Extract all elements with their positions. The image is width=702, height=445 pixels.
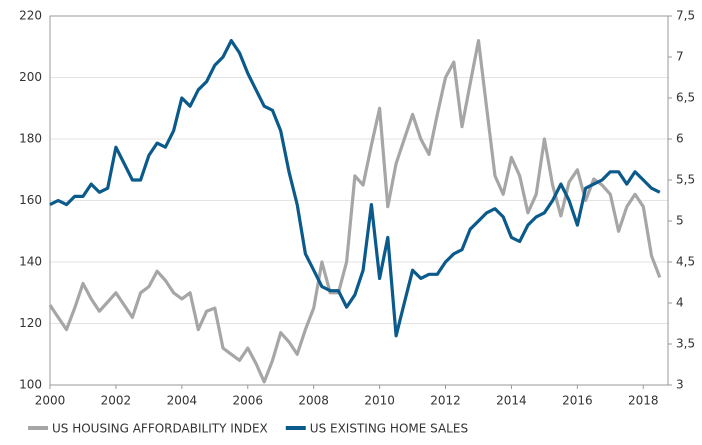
x-tick-label: 2016	[562, 394, 593, 408]
y2-tick-label: 4,5	[676, 255, 695, 269]
x-tick-label: 2004	[167, 394, 198, 408]
y-tick-label: 140	[19, 255, 42, 269]
x-tick-label: 2002	[101, 394, 132, 408]
y2-tick-label: 5	[676, 214, 684, 228]
y2-tick-label: 3	[676, 378, 684, 392]
y2-tick-label: 7	[676, 50, 684, 64]
y-tick-label: 220	[19, 9, 42, 23]
y2-tick-label: 3,5	[676, 337, 695, 351]
x-tick-label: 2012	[430, 394, 461, 408]
x-tick-label: 2010	[364, 394, 395, 408]
y-tick-label: 200	[19, 70, 42, 84]
plot-frame	[49, 15, 669, 386]
x-tick-label: 2018	[628, 394, 659, 408]
y-tick-label: 180	[19, 132, 42, 146]
x-tick-label: 2008	[298, 394, 329, 408]
y-tick-label: 120	[19, 316, 42, 330]
y2-tick-label: 7,5	[676, 9, 695, 23]
legend-label: US HOUSING AFFORDABILITY INDEX	[52, 422, 268, 436]
series-line	[48, 39, 662, 384]
y2-tick-label: 6,5	[676, 91, 695, 105]
x-tick-label: 2014	[496, 394, 527, 408]
y-tick-label: 100	[19, 378, 42, 392]
x-tick-label: 2006	[232, 394, 263, 408]
y2-tick-label: 4	[676, 296, 684, 310]
x-tick-label: 2000	[35, 394, 66, 408]
y2-tick-label: 6	[676, 132, 684, 146]
series-line	[49, 39, 661, 338]
legend-label: US EXISTING HOME SALES	[310, 422, 468, 436]
y2-tick-label: 5,5	[676, 173, 695, 187]
y-tick-label: 160	[19, 193, 42, 207]
